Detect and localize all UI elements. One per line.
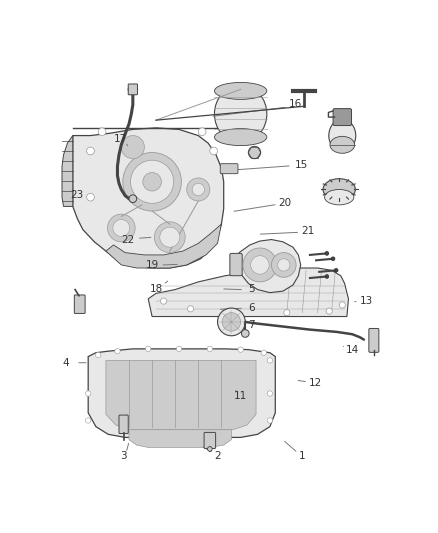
Text: 6: 6 bbox=[248, 303, 255, 313]
FancyBboxPatch shape bbox=[220, 164, 238, 174]
Circle shape bbox=[222, 313, 240, 331]
Circle shape bbox=[155, 222, 185, 253]
Circle shape bbox=[128, 85, 138, 94]
Text: 12: 12 bbox=[309, 378, 322, 388]
Circle shape bbox=[261, 350, 266, 356]
Polygon shape bbox=[106, 360, 256, 430]
Ellipse shape bbox=[215, 83, 267, 99]
Text: 21: 21 bbox=[301, 227, 315, 237]
Text: 20: 20 bbox=[279, 198, 292, 208]
Polygon shape bbox=[88, 349, 276, 438]
Circle shape bbox=[334, 269, 338, 272]
Circle shape bbox=[284, 310, 290, 316]
Text: 18: 18 bbox=[150, 284, 163, 294]
Circle shape bbox=[113, 220, 130, 237]
Text: 2: 2 bbox=[215, 451, 221, 461]
Circle shape bbox=[123, 152, 181, 211]
Circle shape bbox=[187, 306, 194, 312]
Circle shape bbox=[87, 147, 94, 155]
Ellipse shape bbox=[215, 128, 267, 146]
Circle shape bbox=[331, 257, 335, 261]
Circle shape bbox=[161, 298, 167, 304]
Circle shape bbox=[107, 214, 135, 242]
FancyBboxPatch shape bbox=[204, 432, 215, 449]
Circle shape bbox=[339, 302, 346, 308]
Circle shape bbox=[143, 173, 161, 191]
Polygon shape bbox=[62, 135, 73, 206]
Circle shape bbox=[115, 349, 120, 354]
Polygon shape bbox=[106, 224, 221, 268]
Circle shape bbox=[210, 147, 218, 155]
FancyBboxPatch shape bbox=[333, 109, 352, 126]
Text: 4: 4 bbox=[62, 358, 69, 368]
FancyBboxPatch shape bbox=[230, 253, 242, 276]
Ellipse shape bbox=[329, 119, 356, 152]
Circle shape bbox=[129, 195, 137, 203]
Text: 1: 1 bbox=[299, 451, 305, 461]
Ellipse shape bbox=[325, 189, 354, 205]
Circle shape bbox=[177, 346, 182, 352]
Text: 22: 22 bbox=[122, 235, 135, 245]
FancyBboxPatch shape bbox=[128, 84, 138, 95]
Text: 16: 16 bbox=[289, 99, 302, 109]
Circle shape bbox=[326, 308, 332, 314]
Text: 13: 13 bbox=[360, 296, 373, 306]
Text: 11: 11 bbox=[234, 391, 247, 401]
Circle shape bbox=[85, 418, 91, 423]
FancyBboxPatch shape bbox=[369, 328, 379, 352]
Circle shape bbox=[95, 352, 101, 358]
Circle shape bbox=[98, 128, 106, 135]
Circle shape bbox=[198, 128, 206, 135]
Circle shape bbox=[208, 447, 212, 451]
Circle shape bbox=[243, 248, 277, 282]
Circle shape bbox=[325, 252, 329, 255]
Circle shape bbox=[87, 193, 94, 201]
Polygon shape bbox=[73, 128, 224, 268]
Circle shape bbox=[131, 160, 173, 203]
Text: 15: 15 bbox=[295, 159, 308, 169]
Circle shape bbox=[267, 418, 272, 423]
Circle shape bbox=[272, 253, 296, 277]
FancyBboxPatch shape bbox=[74, 295, 85, 313]
Text: 17: 17 bbox=[114, 134, 127, 144]
Circle shape bbox=[267, 358, 272, 363]
Circle shape bbox=[238, 347, 244, 352]
Circle shape bbox=[187, 178, 210, 201]
Polygon shape bbox=[148, 268, 349, 317]
Ellipse shape bbox=[330, 136, 355, 154]
Circle shape bbox=[121, 135, 145, 159]
Circle shape bbox=[278, 259, 290, 271]
Polygon shape bbox=[129, 430, 231, 447]
Circle shape bbox=[222, 310, 228, 316]
Circle shape bbox=[160, 227, 180, 247]
Circle shape bbox=[248, 147, 261, 159]
Circle shape bbox=[218, 308, 245, 336]
Text: 19: 19 bbox=[145, 260, 159, 270]
Circle shape bbox=[251, 256, 269, 274]
Text: 23: 23 bbox=[70, 190, 83, 200]
Text: 3: 3 bbox=[120, 451, 127, 461]
Circle shape bbox=[192, 183, 205, 196]
Text: 14: 14 bbox=[345, 345, 359, 356]
Polygon shape bbox=[239, 239, 301, 293]
Circle shape bbox=[267, 391, 272, 396]
Circle shape bbox=[207, 346, 212, 352]
Circle shape bbox=[241, 329, 249, 337]
FancyBboxPatch shape bbox=[119, 415, 128, 433]
Circle shape bbox=[145, 346, 151, 352]
Text: 7: 7 bbox=[248, 320, 255, 329]
Circle shape bbox=[325, 274, 329, 278]
Ellipse shape bbox=[215, 85, 267, 143]
Text: 5: 5 bbox=[248, 284, 255, 294]
Circle shape bbox=[85, 391, 91, 396]
Ellipse shape bbox=[323, 179, 355, 200]
